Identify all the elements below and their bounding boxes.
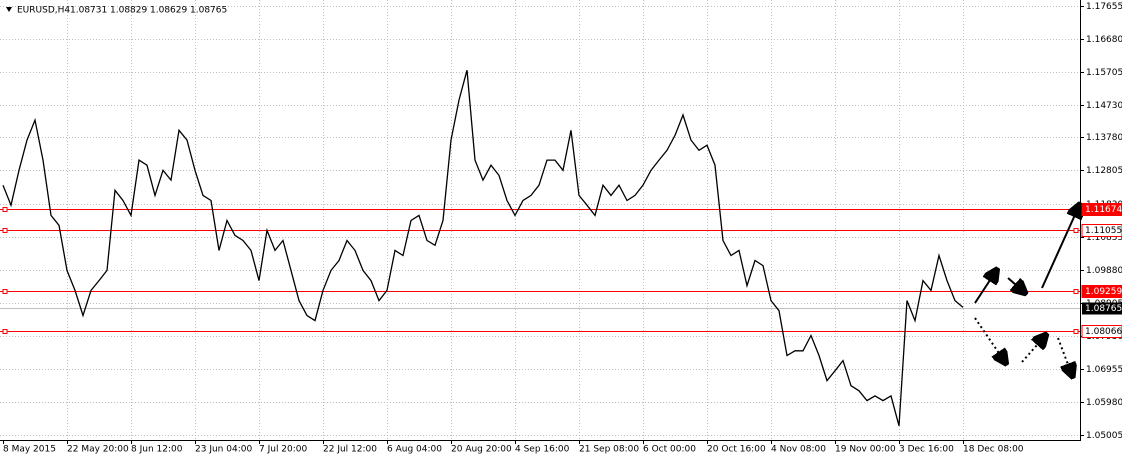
ohlc-value: 1.08731	[70, 6, 107, 16]
level-label: 1.09259	[1085, 287, 1122, 297]
current-price-box	[1082, 302, 1122, 315]
ohlc: 1.08731 1.08829 1.08629 1.08765	[70, 6, 227, 16]
y-tick-label: 1.15705	[1086, 68, 1122, 78]
ohlc-value: 1.08765	[190, 6, 227, 16]
y-tick-label: 1.06955	[1086, 365, 1122, 375]
x-tick-label: 8 Jun 12:00	[131, 445, 183, 455]
level-label-box	[1081, 325, 1122, 338]
arrow	[974, 271, 996, 304]
arrow	[1007, 277, 1024, 292]
y-tick-label: 1.12805	[1086, 166, 1122, 176]
x-tick-label: 22 May 20:00	[67, 445, 129, 455]
level-anchor	[1073, 289, 1079, 294]
arrow	[1041, 206, 1079, 289]
x-tick-label: 22 Jul 12:00	[323, 445, 377, 455]
forecast-arrows	[974, 206, 1079, 375]
axis-labels: 1.17655 1.16680 1.15705 1.14730 1.13780 1.128…	[3, 2, 1122, 455]
arrow-dotted	[1057, 337, 1072, 375]
y-tick-label: 1.10855	[1086, 233, 1122, 243]
level-label: 1.11674	[1085, 205, 1122, 215]
level-label: 1.08066	[1085, 327, 1122, 337]
price-line	[2, 70, 964, 426]
ohlc-value: 1.08629	[150, 6, 187, 16]
x-tick-label: 6 Oct 00:00	[643, 445, 696, 455]
y-tick-label: 1.17655	[1086, 2, 1122, 12]
level-anchor	[2, 289, 8, 294]
ohlc-value: 1.08829	[110, 6, 147, 16]
level-anchor	[2, 207, 8, 212]
current-price-label: 1.08765	[1085, 304, 1122, 314]
level-anchor	[1073, 329, 1079, 334]
arrow-dotted	[1021, 336, 1045, 363]
level-anchor	[1073, 228, 1079, 233]
x-tick-label: 4 Nov 08:00	[771, 445, 826, 455]
x-tick-label: 7 Jul 20:00	[259, 445, 308, 455]
x-tick-label: 21 Sep 08:00	[579, 445, 639, 455]
y-tick-label: 1.05005	[1086, 431, 1122, 441]
x-tick-label: 20 Aug 20:00	[451, 445, 512, 455]
x-tick-label: 20 Oct 16:00	[707, 445, 766, 455]
x-tick-label: 6 Aug 04:00	[387, 445, 442, 455]
y-tick-label: 1.16680	[1086, 35, 1122, 45]
level-anchor	[2, 329, 8, 334]
arrow-dotted	[974, 317, 1005, 362]
x-tick-label: 4 Sep 16:00	[515, 445, 570, 455]
x-tick-label: 8 May 2015	[3, 445, 56, 455]
level-label-box	[1081, 285, 1122, 298]
x-tick-label: 19 Nov 00:00	[835, 445, 896, 455]
level-label-box	[1081, 203, 1122, 216]
level-anchor	[2, 228, 8, 233]
level-label-box	[1081, 224, 1122, 237]
x-tick-label: 18 Dec 08:00	[963, 445, 1024, 455]
x-tick-label: 3 Dec 16:00	[899, 445, 954, 455]
y-tick-label: 1.14730	[1086, 101, 1122, 111]
chart-title: EURUSD,H4	[17, 6, 70, 16]
x-tick-label: 23 Jun 04:00	[195, 445, 252, 455]
y-tick-label: 1.13780	[1086, 133, 1122, 143]
y-tick-label: 1.09880	[1086, 266, 1122, 276]
level-label: 1.11055	[1085, 226, 1122, 236]
y-tick-label: 1.05980	[1086, 398, 1122, 408]
menu-arrow	[6, 7, 12, 12]
